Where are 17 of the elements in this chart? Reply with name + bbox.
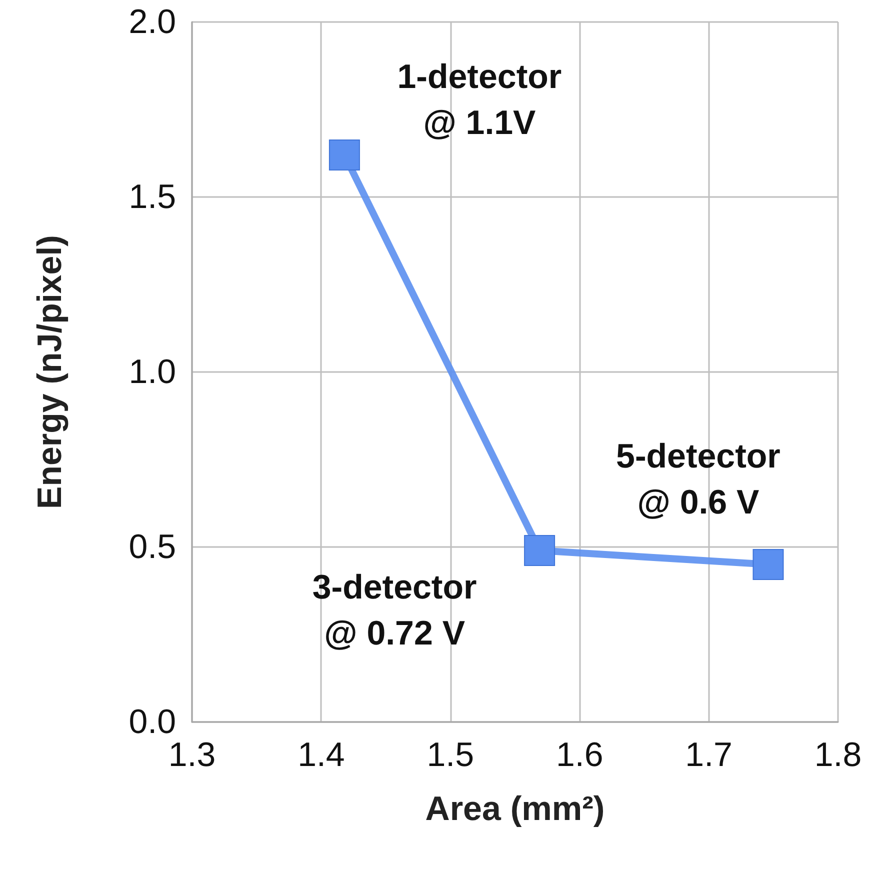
y-tick-label: 2.0 — [128, 3, 176, 41]
point — [524, 535, 556, 566]
y-axis-title: Energy (nJ/pixel) — [31, 235, 69, 509]
x-tick-label: 1.5 — [426, 736, 474, 774]
x-tick-label: 1.7 — [685, 736, 732, 774]
y-tick-label: 0.5 — [128, 528, 176, 566]
point — [752, 549, 784, 580]
y-tick-label: 1.0 — [128, 353, 176, 391]
x-axis-title: Area (mm²) — [425, 790, 605, 828]
annotation: 1-detector @ 1.1V — [397, 58, 562, 142]
y-tick-label: 1.5 — [128, 178, 176, 216]
annotation: 5-detector @ 0.6 V — [616, 438, 780, 522]
x-tick-label: 1.8 — [814, 736, 862, 774]
point — [328, 140, 360, 170]
x-tick-label: 1.6 — [556, 736, 604, 774]
annotation: 3-detector @ 0.72 V — [312, 568, 477, 652]
x-tick-label: 1.4 — [298, 736, 345, 774]
